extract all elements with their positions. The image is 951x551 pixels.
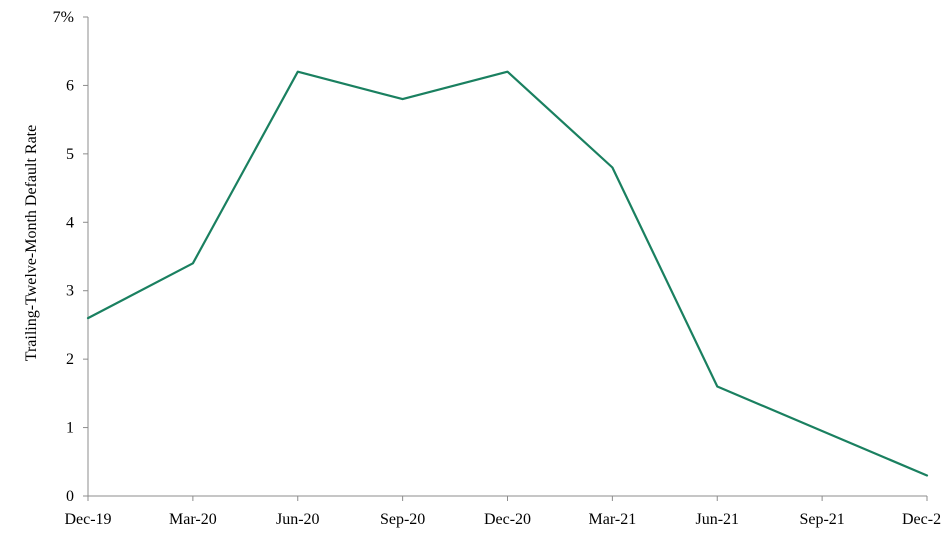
- x-ticks: Dec-19 Mar-20 Jun-20 Sep-20 Dec-20 Mar-21 Jun-…: [64, 496, 941, 528]
- series-layer: [86, 70, 929, 477]
- y-axis-title: Trailing-Twelve-Month Default Rate: [23, 125, 40, 361]
- x-axis: Dec-19 Mar-20 Jun-20 Sep-20 Dec-20 Mar-21 Jun-…: [64, 495, 941, 528]
- y-tick-label: 2: [66, 351, 74, 368]
- y-tick-label: 3: [66, 283, 74, 300]
- y-tick-label: 0: [66, 488, 74, 505]
- x-tick-label: Mar-20: [169, 511, 217, 528]
- x-tick-label: Dec-19: [64, 511, 111, 528]
- x-tick-label: Dec-20: [484, 511, 531, 528]
- y-tick-label: 7%: [53, 9, 74, 26]
- x-tick-label: Dec-2: [902, 511, 941, 528]
- y-ticks: 0 1 2 3 4 5 6 7%: [53, 9, 88, 505]
- x-tick-label: Sep-21: [799, 511, 844, 528]
- x-tick-label: Sep-20: [380, 511, 425, 528]
- series-line-0: [86, 70, 929, 477]
- y-tick-label: 4: [66, 214, 74, 231]
- y-tick-label: 1: [66, 420, 74, 437]
- y-axis: 0 1 2 3 4 5 6 7%: [53, 9, 89, 505]
- x-tick-label: Mar-21: [589, 511, 637, 528]
- x-tick-label: Jun-21: [695, 511, 739, 528]
- y-tick-label: 6: [66, 77, 74, 94]
- y-tick-label: 5: [66, 146, 74, 163]
- x-tick-label: Jun-20: [276, 511, 320, 528]
